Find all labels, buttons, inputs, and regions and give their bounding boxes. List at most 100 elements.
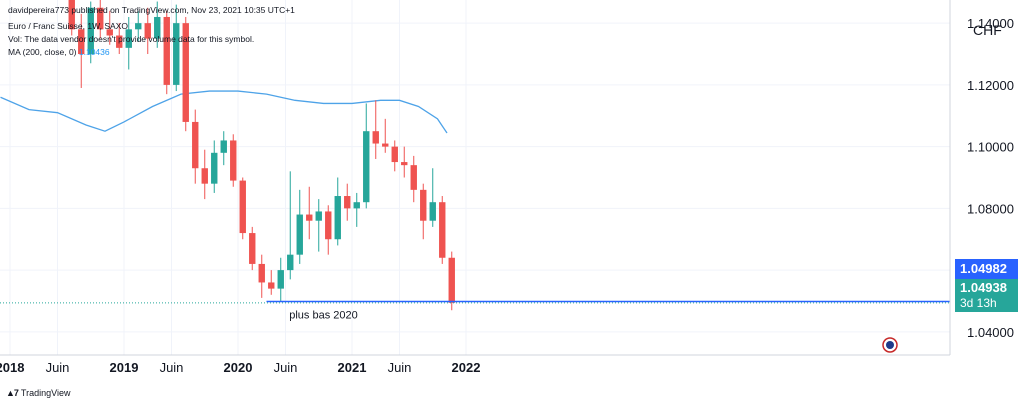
candle[interactable] bbox=[144, 7, 151, 55]
price-tick-label: 1.10000 bbox=[967, 140, 1014, 155]
candle[interactable] bbox=[325, 205, 332, 255]
candle-body bbox=[230, 140, 237, 181]
candle-body bbox=[116, 35, 123, 48]
candle[interactable] bbox=[211, 140, 218, 193]
candle[interactable] bbox=[258, 254, 265, 298]
candle[interactable] bbox=[249, 226, 256, 271]
candle-body bbox=[410, 165, 417, 190]
candle[interactable] bbox=[87, 1, 94, 64]
candle[interactable] bbox=[306, 186, 313, 240]
candle[interactable] bbox=[173, 4, 180, 92]
candle[interactable] bbox=[192, 109, 199, 184]
candle[interactable] bbox=[106, 10, 113, 45]
candle-body bbox=[429, 202, 436, 221]
candle-body bbox=[277, 270, 284, 289]
time-tick-label: Juin bbox=[274, 360, 298, 375]
candle[interactable] bbox=[372, 100, 379, 159]
ma-legend[interactable]: MA (200, close, 0) 1.10436 bbox=[8, 47, 110, 57]
ma-value: 1.10436 bbox=[78, 47, 110, 57]
candle-body bbox=[78, 29, 85, 55]
candle[interactable] bbox=[439, 196, 446, 264]
candle-body bbox=[135, 23, 142, 30]
candle[interactable] bbox=[68, 0, 75, 36]
candle[interactable] bbox=[315, 199, 322, 252]
candle-body bbox=[173, 23, 180, 85]
candle[interactable] bbox=[344, 183, 351, 221]
candle-body bbox=[106, 29, 113, 36]
price-tick-label: 1.04000 bbox=[967, 325, 1014, 340]
candle[interactable] bbox=[182, 16, 189, 132]
candle-body bbox=[87, 7, 94, 55]
candle[interactable] bbox=[154, 1, 161, 48]
currency-label: CHF bbox=[973, 22, 1002, 38]
candle-body bbox=[201, 168, 208, 184]
time-tick-label: 2020 bbox=[224, 360, 253, 375]
candle-body bbox=[163, 16, 170, 85]
candle-body bbox=[97, 7, 104, 30]
candle-body bbox=[439, 202, 446, 258]
time-tick-label: Juin bbox=[46, 360, 70, 375]
publish-info: davidpereira773 published on TradingView… bbox=[8, 5, 295, 15]
candle-body bbox=[363, 131, 370, 203]
price-tick-label: 1.08000 bbox=[967, 201, 1014, 216]
time-tick-label: 2021 bbox=[338, 360, 367, 375]
candle[interactable] bbox=[334, 177, 341, 246]
level-annotation: plus bas 2020 bbox=[289, 310, 358, 322]
candle[interactable] bbox=[429, 168, 436, 227]
candle-body bbox=[268, 282, 275, 289]
moving-average-line[interactable] bbox=[0, 90, 448, 134]
level-price-tag: 1.04982 bbox=[955, 259, 1018, 279]
candle[interactable] bbox=[239, 177, 246, 240]
candles-layer bbox=[68, 0, 455, 311]
price-levels-layer: plus bas 2020 bbox=[0, 300, 950, 322]
candle[interactable] bbox=[353, 192, 360, 227]
candle[interactable] bbox=[420, 183, 427, 240]
brand[interactable]: ▲7 TradingView bbox=[6, 388, 70, 398]
candle-body bbox=[220, 140, 227, 153]
candle-body bbox=[182, 23, 189, 122]
candle-body bbox=[296, 214, 303, 255]
candle[interactable] bbox=[125, 16, 132, 70]
candle[interactable] bbox=[401, 146, 408, 178]
moving-average-layer bbox=[0, 90, 448, 134]
symbol-title[interactable]: Euro / Franc Suisse, 1W, SAXO bbox=[8, 21, 128, 31]
candle-body bbox=[287, 254, 294, 271]
candle[interactable] bbox=[448, 251, 455, 311]
last-price-tag: 1.04938 3d 13h bbox=[955, 279, 1018, 312]
candle-body bbox=[401, 162, 408, 166]
candle[interactable] bbox=[97, 0, 104, 39]
candle-body bbox=[353, 202, 360, 209]
candle-body bbox=[211, 152, 218, 184]
candle-body bbox=[420, 189, 427, 221]
replay-icon[interactable] bbox=[882, 337, 898, 353]
candle-body bbox=[154, 16, 161, 39]
candle-body bbox=[344, 196, 351, 209]
candle[interactable] bbox=[163, 10, 170, 95]
chart-grid bbox=[0, 0, 950, 355]
candle[interactable] bbox=[363, 103, 370, 209]
candle[interactable] bbox=[78, 13, 85, 88]
candle-body bbox=[382, 143, 389, 147]
candle-body bbox=[258, 263, 265, 283]
candle[interactable] bbox=[391, 140, 398, 172]
candle[interactable] bbox=[201, 149, 208, 200]
candle[interactable] bbox=[135, 10, 142, 42]
candle[interactable] bbox=[410, 155, 417, 203]
candle[interactable] bbox=[268, 270, 275, 295]
candle[interactable] bbox=[116, 23, 123, 55]
tradingview-logo-icon: ▲7 bbox=[6, 388, 19, 398]
candle-body bbox=[125, 29, 132, 48]
candle[interactable] bbox=[277, 257, 284, 301]
candle[interactable] bbox=[296, 189, 303, 264]
time-axis: 2018 Juin 2019 Juin 2020 Juin 2021 Juin 2022 bbox=[0, 360, 480, 375]
candle[interactable] bbox=[382, 118, 389, 153]
candle[interactable] bbox=[230, 134, 237, 187]
volume-note: Vol: The data vendor doesn't provide vol… bbox=[8, 34, 255, 44]
bar-countdown: 3d 13h bbox=[960, 296, 997, 310]
candle-body bbox=[325, 211, 332, 240]
candle[interactable] bbox=[287, 171, 294, 280]
price-tick-label: 1.12000 bbox=[967, 78, 1014, 93]
candle-body bbox=[144, 23, 151, 39]
candle[interactable] bbox=[220, 131, 227, 166]
